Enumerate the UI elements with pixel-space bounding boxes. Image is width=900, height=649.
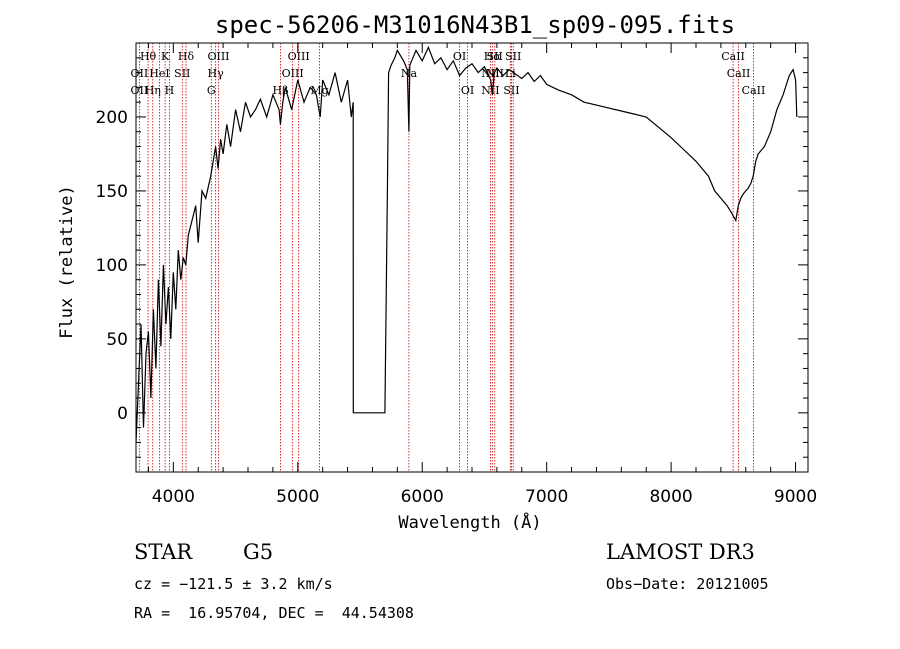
axis-ticks: 4000 5000 6000 7000 8000 9000 0 50 100 150 200 (96, 43, 817, 507)
y-tick-label: 100 (96, 256, 128, 276)
spectrum-line (135, 45, 798, 443)
x-tick-label: 7000 (525, 487, 568, 507)
spectral-line-label: SII (174, 67, 190, 80)
x-axis-label: Wavelength (Å) (398, 511, 541, 533)
spectral-line-label: OI (461, 84, 474, 97)
spectral-line-label: OIII (282, 67, 304, 80)
x-tick-label: 8000 (649, 487, 692, 507)
spectral-line-label: SII (503, 84, 519, 97)
spectral-line-label: Hγ (208, 67, 225, 80)
coordinates-radec: RA = 16.95704, DEC = 44.54308 (134, 604, 414, 622)
spectral-line-label: Hη (145, 84, 161, 97)
y-tick-label: 200 (96, 108, 128, 128)
y-tick-label: 150 (96, 182, 128, 202)
spectral-line-label: NII (481, 84, 499, 97)
spectral-line-label: CaII (742, 84, 766, 97)
spectral-line-label: H (165, 84, 175, 97)
redshift-cz: cz = −121.5 ± 3.2 km/s (134, 575, 333, 593)
spectral-line-label: CaII (727, 67, 751, 80)
spectral-line-label: OII (131, 84, 149, 97)
spectral-line-label: OI (453, 50, 466, 63)
spectral-line-label: Hα (484, 50, 502, 63)
survey-name: LAMOST DR3 (606, 540, 755, 564)
x-tick-label: 6000 (401, 487, 444, 507)
y-axis-label: Flux (relative) (57, 185, 77, 339)
chart-title: spec-56206-M31016N43B1_sp09-095.fits (215, 11, 735, 39)
y-tick-label: 0 (117, 404, 128, 424)
spectrum-chart: spec-56206-M31016N43B1_sp09-095.fits Hθ O… (57, 11, 817, 533)
plot-frame (135, 42, 809, 473)
spectral-line-label: CaII (721, 50, 745, 63)
spectral-line-label: HeI (149, 67, 169, 80)
y-tick-label: 50 (106, 330, 128, 350)
spectral-line-label: Hθ (140, 50, 157, 63)
x-tick-label: 5000 (276, 487, 319, 507)
x-tick-label: 9000 (774, 487, 817, 507)
spectral-line-label: OII (131, 67, 149, 80)
spectral-line-label: SII (487, 50, 503, 63)
spectral-line-label: Li (505, 67, 516, 80)
spectral-line-label: G (207, 84, 216, 97)
spectral-line-label: K (161, 50, 170, 63)
spectral-line-markers (138, 43, 754, 472)
spectral-line-label: SII (505, 50, 521, 63)
spectral-line-label: OIII (207, 50, 229, 63)
object-class: STAR (134, 540, 193, 564)
observation-date: Obs−Date: 20121005 (606, 575, 769, 593)
object-subclass: G5 (243, 540, 274, 564)
x-tick-label: 4000 (152, 487, 195, 507)
spectral-line-label: OIII (288, 50, 310, 63)
spectral-line-label: Hδ (178, 50, 195, 63)
